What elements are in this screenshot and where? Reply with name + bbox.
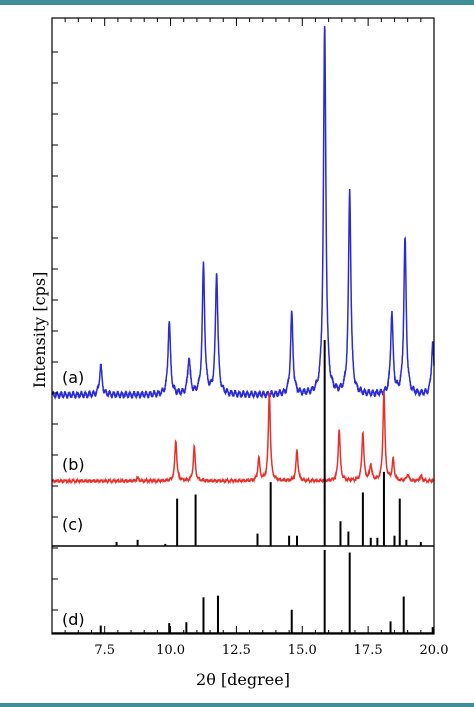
series-1-line [51, 25, 435, 400]
series-4-label: (d) [62, 610, 85, 629]
series-2-group: (b) [51, 391, 435, 486]
x-tick-label: 12.5 [222, 643, 251, 658]
x-tick-label: 7.5 [94, 643, 115, 658]
series-2-line [51, 391, 435, 486]
top-border [0, 0, 474, 5]
x-tick-label: 20.0 [420, 643, 449, 658]
plot-frame [51, 17, 435, 635]
axes-group: 7.5 10.0 12.5 15.0 17.5 20.0 [51, 17, 449, 658]
series-1-group: (a) [51, 25, 435, 400]
x-tick-label: 15.0 [288, 643, 317, 658]
series-2-label: (b) [62, 455, 85, 474]
series-1-label: (a) [62, 368, 84, 387]
curves-group: (a) (b) (c) (d) [51, 25, 435, 634]
x-tick-label: 10.0 [156, 643, 185, 658]
series-4-group: (d) [52, 550, 434, 634]
bottom-border [0, 703, 474, 707]
x-tick-label: 17.5 [354, 643, 383, 658]
x-axis-label: 2θ [degree] [196, 670, 290, 689]
series-3-group: (c) [52, 340, 434, 547]
y-axis-label: Intensity [cps] [30, 272, 49, 389]
series-3-label: (c) [62, 515, 83, 534]
